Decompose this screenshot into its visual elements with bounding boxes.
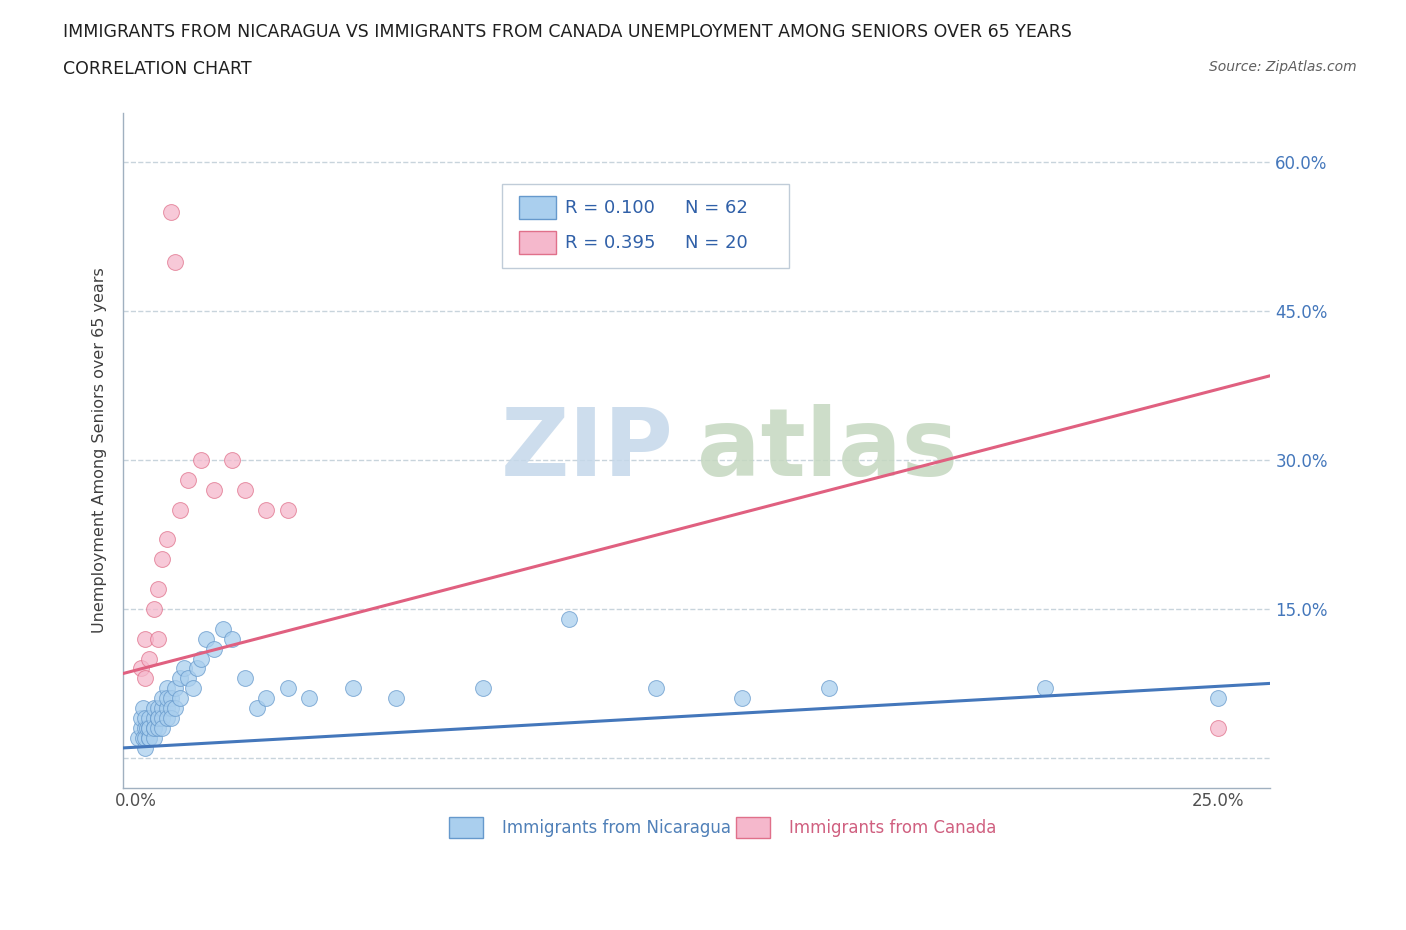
- Point: [181, 681, 204, 696]
- Text: Source: ZipAtlas.com: Source: ZipAtlas.com: [1209, 60, 1357, 74]
- Point: [138, 711, 160, 725]
- FancyBboxPatch shape: [449, 817, 484, 838]
- Point: [146, 721, 169, 736]
- Point: [138, 731, 160, 746]
- Point: [142, 602, 165, 617]
- Point: [169, 671, 191, 685]
- FancyBboxPatch shape: [735, 817, 770, 838]
- Point: [132, 731, 155, 746]
- Point: [142, 721, 165, 736]
- Point: [146, 711, 169, 725]
- Point: [160, 711, 183, 725]
- Text: IMMIGRANTS FROM NICARAGUA VS IMMIGRANTS FROM CANADA UNEMPLOYMENT AMONG SENIORS O: IMMIGRANTS FROM NICARAGUA VS IMMIGRANTS …: [63, 23, 1073, 41]
- Point: [471, 681, 494, 696]
- Point: [146, 701, 169, 716]
- Point: [142, 711, 165, 725]
- Point: [194, 631, 217, 646]
- Point: [277, 502, 299, 517]
- Text: atlas: atlas: [697, 405, 957, 496]
- Point: [142, 731, 165, 746]
- Point: [160, 701, 183, 716]
- Point: [1208, 721, 1230, 736]
- Text: Immigrants from Nicaragua: Immigrants from Nicaragua: [502, 819, 731, 837]
- Point: [134, 740, 156, 755]
- Point: [212, 621, 235, 636]
- Point: [138, 731, 160, 746]
- Point: [150, 711, 173, 725]
- Point: [134, 731, 156, 746]
- Point: [150, 701, 173, 716]
- Point: [233, 671, 256, 685]
- Point: [221, 631, 243, 646]
- Point: [138, 721, 160, 736]
- Point: [134, 671, 156, 685]
- Point: [177, 472, 200, 487]
- Point: [134, 631, 156, 646]
- Point: [150, 721, 173, 736]
- Point: [186, 661, 208, 676]
- Point: [146, 581, 169, 596]
- Text: N = 20: N = 20: [685, 234, 748, 252]
- Point: [129, 721, 152, 736]
- Point: [155, 532, 177, 547]
- Point: [246, 701, 269, 716]
- Point: [1208, 691, 1230, 706]
- Point: [202, 483, 225, 498]
- Point: [385, 691, 408, 706]
- Point: [731, 691, 754, 706]
- Point: [160, 691, 183, 706]
- Text: R = 0.395: R = 0.395: [565, 234, 655, 252]
- Point: [134, 721, 156, 736]
- Point: [254, 691, 277, 706]
- Point: [155, 681, 177, 696]
- Point: [644, 681, 666, 696]
- Point: [129, 661, 152, 676]
- Point: [146, 711, 169, 725]
- Point: [142, 701, 165, 716]
- Point: [129, 711, 152, 725]
- Point: [155, 701, 177, 716]
- Point: [138, 651, 160, 666]
- Text: Immigrants from Canada: Immigrants from Canada: [789, 819, 995, 837]
- Point: [169, 502, 191, 517]
- Point: [138, 721, 160, 736]
- Point: [190, 651, 212, 666]
- Point: [150, 691, 173, 706]
- Point: [202, 641, 225, 656]
- Text: N = 62: N = 62: [685, 199, 748, 217]
- Point: [233, 483, 256, 498]
- Point: [160, 205, 183, 219]
- FancyBboxPatch shape: [519, 232, 555, 255]
- Point: [254, 502, 277, 517]
- Point: [165, 701, 187, 716]
- Point: [818, 681, 841, 696]
- Point: [190, 453, 212, 468]
- Point: [165, 254, 187, 269]
- Point: [1033, 681, 1056, 696]
- Point: [221, 453, 243, 468]
- Text: ZIP: ZIP: [501, 405, 673, 496]
- Point: [277, 681, 299, 696]
- Point: [155, 711, 177, 725]
- Y-axis label: Unemployment Among Seniors over 65 years: Unemployment Among Seniors over 65 years: [93, 267, 107, 633]
- Point: [136, 721, 159, 736]
- Point: [169, 691, 191, 706]
- Point: [127, 731, 149, 746]
- FancyBboxPatch shape: [502, 183, 789, 268]
- Point: [134, 711, 156, 725]
- Point: [155, 691, 177, 706]
- Point: [132, 701, 155, 716]
- FancyBboxPatch shape: [519, 196, 555, 219]
- Point: [165, 681, 187, 696]
- Point: [342, 681, 364, 696]
- Point: [298, 691, 321, 706]
- Point: [150, 551, 173, 566]
- Text: CORRELATION CHART: CORRELATION CHART: [63, 60, 252, 78]
- Point: [558, 611, 581, 626]
- Point: [146, 631, 169, 646]
- Point: [177, 671, 200, 685]
- Point: [142, 721, 165, 736]
- Point: [173, 661, 195, 676]
- Text: R = 0.100: R = 0.100: [565, 199, 655, 217]
